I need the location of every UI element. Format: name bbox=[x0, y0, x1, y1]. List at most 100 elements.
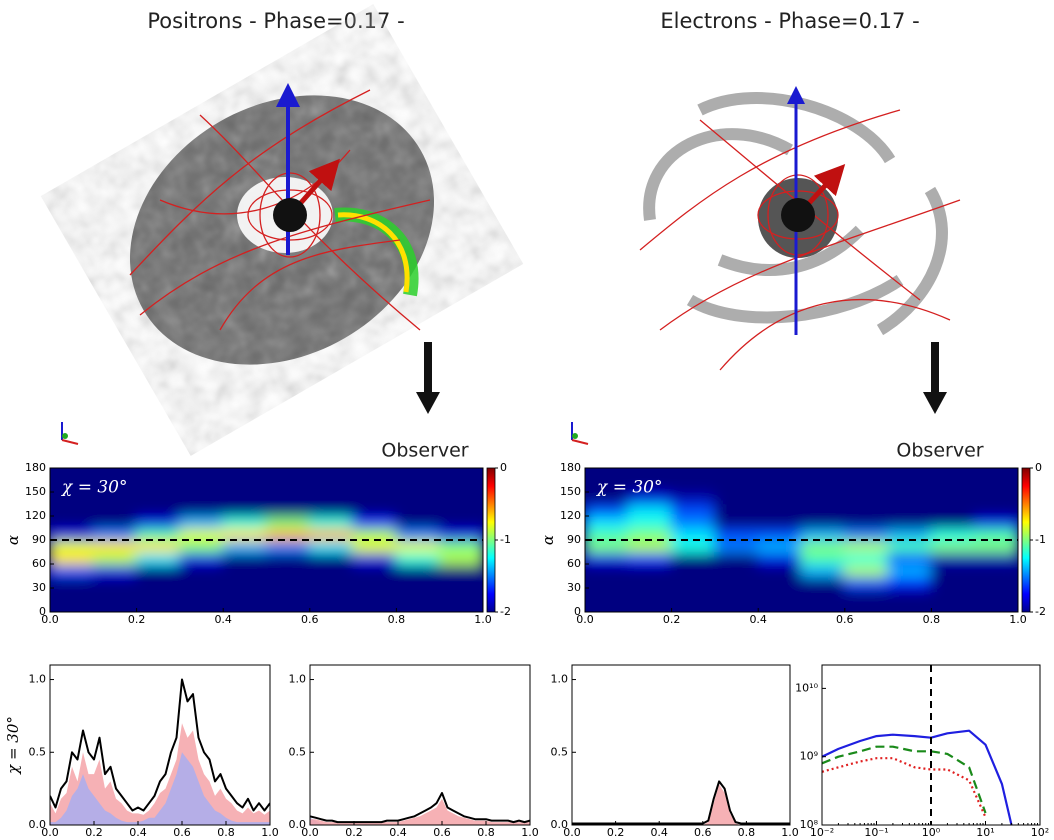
x-tick-label: 0.4 bbox=[749, 613, 767, 626]
heat-cell bbox=[222, 468, 268, 481]
heat-cell bbox=[395, 599, 441, 612]
heat-cell bbox=[178, 599, 225, 612]
heat-cell bbox=[757, 468, 803, 481]
heat-cell bbox=[627, 503, 673, 517]
observer-arrow bbox=[416, 342, 947, 414]
x-tick-label: 0.6 bbox=[301, 613, 319, 626]
heat-cell bbox=[178, 491, 225, 505]
x-tick-label: 0.8 bbox=[923, 613, 941, 626]
colorbar-tick-label: 0 bbox=[1035, 461, 1042, 474]
heat-cell bbox=[178, 551, 225, 565]
heat-cell bbox=[92, 599, 138, 612]
heat-cell bbox=[92, 527, 138, 541]
heat-cell bbox=[800, 539, 846, 553]
heat-cell bbox=[50, 575, 95, 589]
heat-cell bbox=[713, 539, 760, 553]
heat-cell bbox=[50, 468, 95, 481]
y-axis-label: α bbox=[539, 535, 557, 545]
heat-cell bbox=[670, 515, 716, 529]
heat-cell bbox=[135, 575, 181, 589]
heat-cell bbox=[438, 468, 483, 481]
y-axis-label: χ = 30° bbox=[4, 716, 22, 775]
heat-cell bbox=[178, 515, 225, 529]
heat-cell bbox=[438, 599, 483, 612]
heat-cell bbox=[800, 491, 846, 505]
heat-cell bbox=[222, 539, 268, 553]
heat-cell bbox=[222, 527, 268, 541]
heat-cell bbox=[973, 563, 1018, 577]
heat-cell bbox=[670, 491, 716, 505]
heat-cell bbox=[930, 599, 976, 612]
heat-cell bbox=[670, 468, 716, 481]
heat-cell bbox=[438, 503, 483, 517]
heat-cell bbox=[308, 468, 355, 481]
heat-cell bbox=[930, 479, 976, 493]
heat-cell bbox=[50, 491, 95, 505]
heat-cell bbox=[135, 587, 181, 601]
heat-cell bbox=[50, 479, 95, 493]
x-tick-label: 1.0 bbox=[474, 613, 492, 626]
heat-cell bbox=[352, 527, 398, 541]
heat-cell bbox=[627, 515, 673, 529]
heat-cell bbox=[178, 575, 225, 589]
x-tick-label: 10⁻¹ bbox=[864, 826, 888, 839]
heat-cell bbox=[627, 551, 673, 565]
panel-title: Electrons - Phase=0.17 - bbox=[660, 9, 919, 33]
x-tick-label: 0.4 bbox=[214, 613, 232, 626]
panel: 0.0 0.2 0.4 0.6 0.8 1.0 0.0 0.5 1.0 χ = 30° bbox=[4, 664, 279, 839]
heat-cell bbox=[843, 491, 890, 505]
y-tick-label: 90 bbox=[32, 533, 46, 546]
heat-cell bbox=[800, 575, 846, 589]
heat-cell bbox=[438, 587, 483, 601]
colorbar-tick-label: 0 bbox=[500, 461, 507, 474]
heat-cell bbox=[757, 575, 803, 589]
heat-cell bbox=[222, 479, 268, 493]
heat-cell bbox=[843, 527, 890, 541]
x-tick-label: 0.2 bbox=[85, 826, 103, 839]
heat-cell bbox=[178, 587, 225, 601]
y-tick-label: 0.5 bbox=[551, 745, 569, 758]
x-tick-label: 0.4 bbox=[129, 826, 147, 839]
observer-label: Observer bbox=[896, 440, 983, 462]
plot-area bbox=[822, 665, 1013, 825]
x-tick-label: 0.2 bbox=[128, 613, 146, 626]
x-tick-label: 10² bbox=[1031, 826, 1049, 839]
heat-cell bbox=[265, 468, 311, 481]
y-tick-label: 60 bbox=[32, 557, 46, 570]
plot-area bbox=[50, 678, 270, 825]
heat-cell bbox=[222, 599, 268, 612]
y-tick-label: 0.0 bbox=[29, 818, 47, 831]
x-tick-label: 0.0 bbox=[41, 613, 59, 626]
heat-cell bbox=[352, 468, 398, 481]
positron-render bbox=[129, 83, 435, 365]
heat-cell bbox=[887, 468, 933, 481]
colorbar bbox=[1021, 467, 1031, 613]
heat-cell bbox=[930, 575, 976, 589]
area bbox=[50, 752, 270, 825]
heat-cell bbox=[308, 479, 355, 493]
x-tick-label: 0.2 bbox=[607, 826, 625, 839]
panel: χ = 30°-2-100.0 0.2 0.4 0.6 0.8 1.00306090120… bbox=[4, 461, 511, 626]
x-tick-label: 0.0 bbox=[576, 613, 594, 626]
heat-cell bbox=[800, 599, 846, 612]
heat-cell bbox=[352, 503, 398, 517]
heat-cell bbox=[713, 468, 760, 481]
heat-cell bbox=[800, 563, 846, 577]
heat-cell bbox=[50, 563, 95, 577]
heat-cell bbox=[135, 527, 181, 541]
heat-cell bbox=[670, 503, 716, 517]
panel: χ = 30°-2-100.0 0.2 0.4 0.6 0.8 1.00306090120… bbox=[539, 461, 1046, 626]
heat-cell bbox=[92, 551, 138, 565]
heat-cell bbox=[627, 587, 673, 601]
heat-cell bbox=[757, 479, 803, 493]
heat-cell bbox=[713, 503, 760, 517]
y-tick-label: 0 bbox=[39, 605, 46, 618]
electron-render bbox=[639, 86, 961, 371]
heat-cell bbox=[395, 468, 441, 481]
heat-cell bbox=[50, 587, 95, 601]
heat-cell bbox=[92, 491, 138, 505]
heat-cell bbox=[438, 551, 483, 565]
heat-cell bbox=[973, 539, 1018, 553]
heat-cell bbox=[50, 599, 95, 612]
heat-cell bbox=[713, 551, 760, 565]
